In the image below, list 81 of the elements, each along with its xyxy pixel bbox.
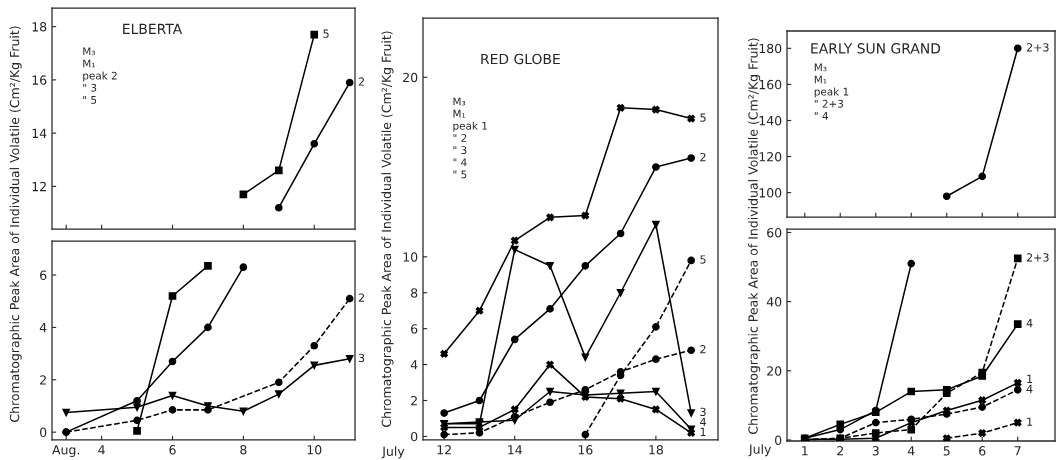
- x-tick-label: 8: [240, 445, 247, 455]
- x-axis-title: July: [748, 444, 772, 457]
- y-tick-label: 10: [403, 252, 418, 262]
- annotation: 3: [700, 407, 706, 417]
- annotation: peak 1: [814, 87, 849, 98]
- annotation: M₃: [453, 97, 466, 106]
- y-tick-label: 14: [32, 128, 47, 138]
- annotation: 5: [700, 113, 706, 122]
- y-tick-label: 6: [411, 324, 418, 334]
- y-tick-label: 60: [767, 227, 782, 238]
- y-tick-label: 20: [403, 72, 418, 83]
- y-tick-label: 4: [39, 323, 47, 333]
- annotation: 1: [700, 427, 706, 436]
- annotation: 2+3: [1026, 43, 1049, 52]
- y-tick-label: 0: [411, 431, 418, 442]
- annotation: 4: [700, 417, 706, 426]
- x-tick-label: 7: [1014, 446, 1021, 456]
- annotation: 4: [1026, 384, 1033, 393]
- x-tick-label: Aug.: [52, 445, 80, 457]
- annotation: " 5: [83, 96, 97, 104]
- annotation: " 2+3: [814, 99, 844, 108]
- annotation: M₁: [814, 75, 827, 84]
- y-tick-label: 40: [766, 297, 782, 307]
- y-tick-label: 180: [759, 43, 782, 54]
- annotation: M₃: [814, 63, 827, 72]
- annotation: 5: [700, 255, 706, 264]
- annotation: " 3: [83, 83, 97, 92]
- y-tick-label: 0: [40, 427, 47, 438]
- annotation: " 2: [453, 134, 467, 142]
- y-axis-title: Chromatographic Peak Area of Individual Volatile (Cm²/Kg Fruit): [381, 31, 394, 427]
- y-tick-label: 120: [759, 152, 782, 162]
- text: RED GLOBE: [481, 53, 560, 65]
- annotation: 4: [1026, 319, 1033, 328]
- x-tick-label: 6: [169, 445, 176, 455]
- x-tick-label: 12: [437, 445, 451, 455]
- y-tick-label: 4: [410, 360, 418, 370]
- annotation: M₃: [83, 47, 95, 56]
- x-tick-label: 14: [508, 445, 522, 455]
- annotation: 3: [358, 353, 365, 363]
- x-tick-label: 5: [943, 446, 950, 456]
- annotation: 2+3: [1026, 253, 1049, 262]
- annotation: 2: [700, 152, 706, 162]
- text: EARLY SUN GRAND: [811, 43, 941, 54]
- annotation: " 4: [453, 158, 467, 167]
- annotation: M₁: [83, 59, 95, 68]
- y-tick-label: 140: [759, 115, 782, 126]
- annotation: " 5: [453, 170, 467, 179]
- y-tick-label: 12: [32, 181, 46, 192]
- y-tick-label: 100: [759, 188, 782, 198]
- x-tick-label: 16: [578, 445, 593, 455]
- x-tick-label: 6: [979, 446, 986, 456]
- text: ELBERTA: [123, 23, 183, 34]
- x-tick-label: 18: [649, 445, 663, 455]
- y-tick-label: 18: [32, 22, 47, 32]
- x-tick-label: 3: [872, 446, 879, 456]
- x-tick-label: 10: [307, 445, 322, 455]
- annotation: 5: [323, 29, 329, 38]
- annotation: 2: [700, 345, 706, 354]
- y-tick-label: 6: [40, 270, 47, 280]
- annotation: M₁: [453, 109, 466, 118]
- x-tick-label: 2: [837, 446, 843, 456]
- annotation: " 3: [453, 146, 467, 155]
- y-tick-label: 2: [411, 395, 417, 406]
- y-tick-label: 0: [775, 435, 782, 445]
- y-tick-label: 20: [767, 366, 782, 376]
- x-tick-label: 1: [802, 446, 808, 456]
- annotation: 2: [358, 77, 364, 86]
- y-tick-label: 16: [32, 75, 47, 85]
- annotation: 1: [1027, 417, 1033, 426]
- annotation: " 4: [814, 112, 828, 120]
- annotation: 2: [358, 293, 364, 302]
- y-axis-title: Chromatographic Peak Area of Individual Volatile (Cm²/Kg Fruit): [9, 26, 22, 422]
- y-tick-label: 2: [40, 375, 46, 385]
- x-tick-label: 4: [907, 446, 915, 456]
- x-tick-label: 4: [98, 445, 105, 455]
- annotation: 1: [1027, 374, 1033, 383]
- annotation: peak 1: [453, 121, 487, 132]
- y-tick-label: 160: [759, 79, 782, 90]
- annotation: peak 2: [83, 71, 117, 82]
- y-tick-label: 8: [411, 288, 418, 298]
- x-axis-title: July: [381, 446, 405, 459]
